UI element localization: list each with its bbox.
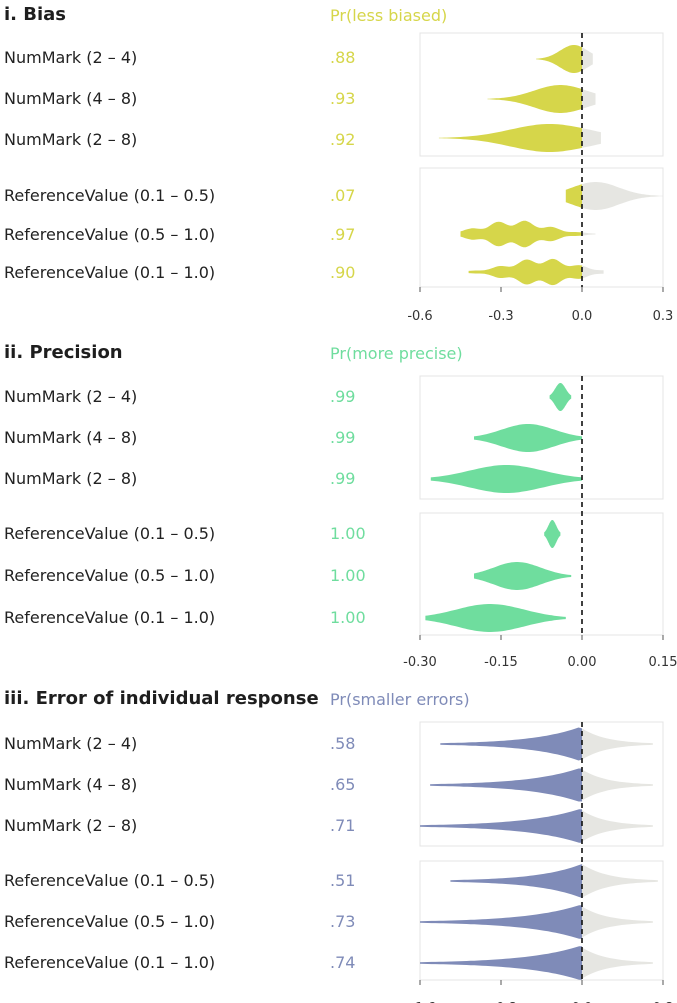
row-label: ReferenceValue (0.1 – 1.0) (4, 953, 216, 972)
row-label: ReferenceValue (0.1 – 1.0) (4, 263, 216, 282)
row-value: 1.00 (330, 566, 366, 585)
row-value: .88 (330, 48, 356, 67)
row-value: .71 (330, 816, 356, 835)
violin-negative-part (468, 258, 582, 286)
x-tick-label: 0.8 (653, 1001, 674, 1003)
violin-positive-part (582, 232, 596, 236)
row-label: NumMark (2 – 8) (4, 469, 138, 488)
panel-frame (419, 375, 664, 500)
row-label: ReferenceValue (0.1 – 1.0) (4, 608, 216, 627)
violin-positive-part (582, 768, 653, 802)
violin-negative-part (420, 809, 582, 843)
violin-negative-part (430, 768, 582, 802)
row-value: .99 (330, 469, 356, 488)
violin-negative-part (420, 905, 582, 939)
violin-positive-part (582, 265, 604, 279)
panel-frame (419, 860, 664, 981)
panel-frame (419, 512, 664, 636)
violin-negative-part (425, 604, 566, 632)
row-label: NumMark (2 – 8) (4, 816, 138, 835)
violin-negative-part (474, 424, 582, 452)
violin-negative-part (474, 562, 572, 590)
row-value: .73 (330, 912, 356, 931)
violin-negative-part (544, 520, 561, 548)
row-label: ReferenceValue (0.5 – 1.0) (4, 912, 216, 931)
x-tick-label: 0.15 (649, 655, 677, 670)
section-title-precision: ii. Precision (4, 342, 123, 363)
violin-negative-part (487, 85, 582, 113)
violin-positive-part (582, 728, 653, 760)
metric-label-bias: Pr(less biased) (330, 6, 448, 25)
x-tick-label: −1.6 (404, 1001, 436, 1003)
row-label: ReferenceValue (0.5 – 1.0) (4, 225, 216, 244)
row-label: ReferenceValue (0.1 – 0.5) (4, 524, 216, 543)
panel-frame (419, 32, 664, 157)
row-value: .74 (330, 953, 356, 972)
violin-negative-part (536, 45, 582, 73)
violin-negative-part (565, 184, 582, 208)
x-tick-label: 0.0 (572, 1001, 593, 1003)
row-value: .51 (330, 871, 356, 890)
violin-positive-part (582, 905, 653, 939)
violin-positive-part (582, 809, 653, 843)
violin-positive-part (582, 864, 658, 898)
section-title-bias: i. Bias (4, 4, 67, 25)
row-value: .58 (330, 734, 356, 753)
row-value: .07 (330, 186, 356, 205)
row-value: 1.00 (330, 524, 366, 543)
x-tick-label: 0.0 (572, 309, 593, 324)
row-label: ReferenceValue (0.1 – 0.5) (4, 186, 216, 205)
x-tick-label: 0.3 (653, 309, 674, 324)
row-value: .92 (330, 130, 356, 149)
violin-negative-part (430, 465, 582, 493)
x-tick-label: -0.6 (407, 309, 432, 324)
violin-negative-part (450, 864, 582, 898)
violin-positive-part (582, 88, 596, 110)
row-label: NumMark (4 – 8) (4, 428, 138, 447)
row-value: .93 (330, 89, 356, 108)
metric-label-error: Pr(smaller errors) (330, 690, 470, 709)
section-title-error: iii. Error of individual response (4, 688, 319, 709)
row-value: .99 (330, 428, 356, 447)
metric-label-precision: Pr(more precise) (330, 344, 463, 363)
row-value: .99 (330, 387, 356, 406)
panel-frame (419, 721, 664, 847)
violin-negative-part (549, 383, 572, 411)
x-tick-label: −0.8 (485, 1001, 517, 1003)
violin-positive-part (582, 128, 601, 148)
row-label: ReferenceValue (0.1 – 0.5) (4, 871, 216, 890)
row-label: NumMark (4 – 8) (4, 775, 138, 794)
row-label: NumMark (2 – 4) (4, 734, 138, 753)
x-tick-label: -0.30 (403, 655, 437, 670)
panel-frame (419, 167, 664, 288)
row-label: NumMark (4 – 8) (4, 89, 138, 108)
row-value: .90 (330, 263, 356, 282)
violin-negative-part (440, 727, 582, 761)
row-label: NumMark (2 – 4) (4, 387, 138, 406)
row-label: NumMark (2 – 4) (4, 48, 138, 67)
violin-negative-part (438, 124, 582, 152)
violin-negative-part (460, 220, 582, 248)
row-label: NumMark (2 – 8) (4, 130, 138, 149)
row-label: ReferenceValue (0.5 – 1.0) (4, 566, 216, 585)
x-tick-label: -0.15 (484, 655, 518, 670)
violin-positive-part (582, 946, 653, 980)
x-tick-label: 0.00 (568, 655, 597, 670)
violin-positive-part (582, 47, 593, 71)
row-value: 1.00 (330, 608, 366, 627)
violin-negative-part (420, 946, 582, 980)
x-tick-label: -0.3 (488, 309, 513, 324)
violin-positive-part (582, 182, 663, 210)
row-value: .97 (330, 225, 356, 244)
row-value: .65 (330, 775, 356, 794)
